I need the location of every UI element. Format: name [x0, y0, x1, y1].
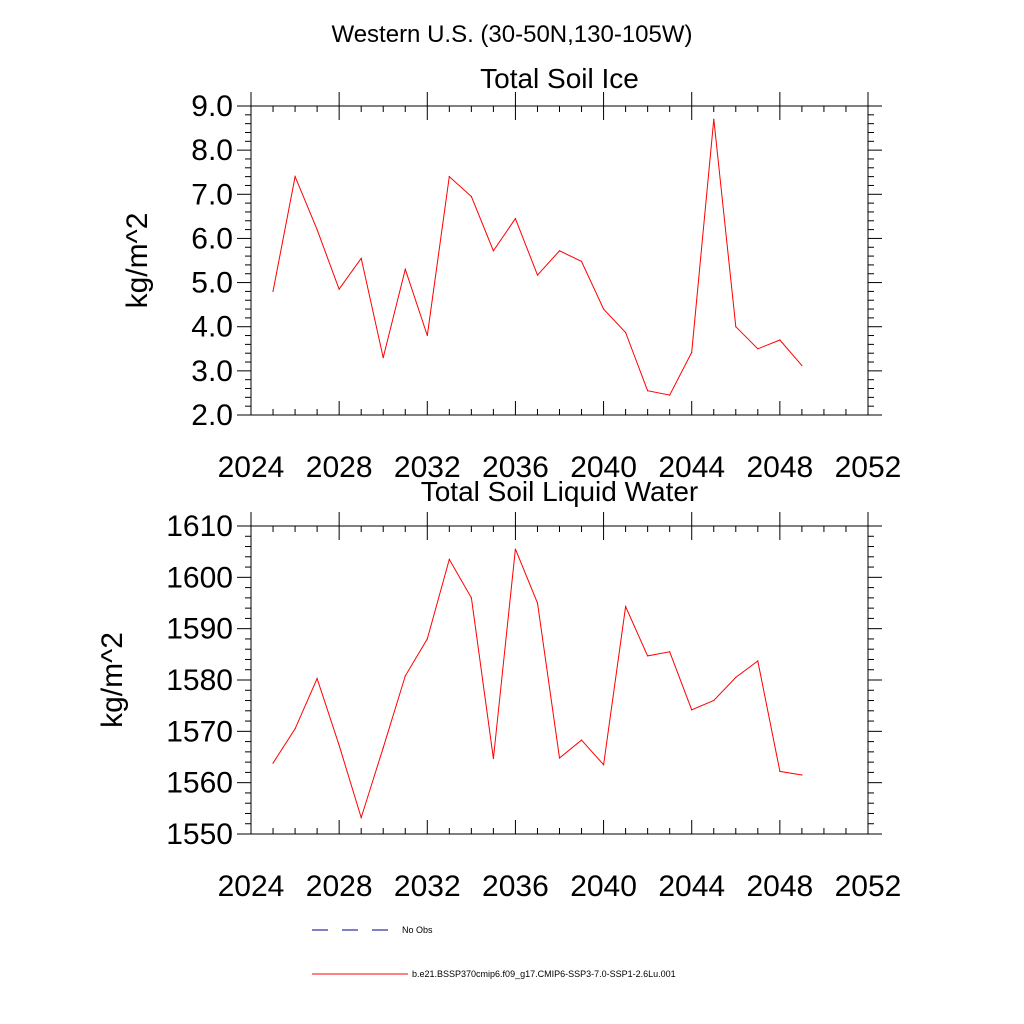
data-point	[272, 290, 274, 292]
y-tick-label: 1590	[166, 613, 233, 646]
data-point	[735, 676, 737, 679]
y-tick-label: 8.0	[191, 134, 233, 167]
data-point	[316, 229, 318, 231]
x-tick-label: 2024	[218, 870, 285, 903]
data-point	[426, 334, 428, 337]
x-tick-label: 2036	[482, 870, 549, 903]
data-point	[691, 351, 693, 353]
data-point	[360, 257, 362, 259]
data-point	[801, 774, 803, 776]
x-tick-label: 2032	[394, 870, 461, 903]
x-tick-label: 2044	[658, 451, 725, 484]
data-point	[426, 638, 428, 640]
y-tick-label: 1600	[166, 561, 233, 594]
data-point	[536, 602, 539, 604]
data-point	[580, 260, 583, 262]
data-point	[448, 558, 450, 560]
data-point	[536, 274, 539, 276]
data-point	[470, 195, 472, 198]
legend-label-model-run: b.e21.BSSP370cmip6.f09_g17.CMIP6-SSP3-7.…	[412, 969, 676, 979]
data-point	[779, 339, 781, 341]
x-tick-label: 2032	[394, 451, 461, 484]
data-point	[580, 739, 583, 741]
data-point	[647, 390, 649, 392]
x-tick-label: 2036	[482, 451, 549, 484]
x-tick-label: 2048	[746, 870, 813, 903]
data-point	[779, 770, 781, 772]
data-point	[713, 699, 715, 702]
y-tick-label: 1550	[166, 818, 233, 851]
data-point	[294, 176, 296, 178]
data-point	[691, 709, 693, 711]
y-tick-label: 6.0	[191, 222, 233, 255]
data-point	[602, 764, 605, 766]
panel-title: Total Soil Liquid Water	[421, 476, 699, 507]
plot-frame	[250, 525, 869, 835]
data-point	[558, 757, 561, 759]
data-point	[625, 331, 627, 334]
x-tick-label: 2024	[218, 451, 285, 484]
x-tick-label: 2052	[835, 870, 902, 903]
y-tick-label: 4.0	[191, 311, 233, 344]
data-point	[669, 651, 671, 653]
x-tick-label: 2044	[658, 870, 725, 903]
legend-label-no-obs: No Obs	[402, 925, 433, 935]
y-tick-label: 9.0	[191, 90, 233, 123]
data-point	[514, 548, 517, 550]
data-point	[404, 675, 406, 677]
data-point	[360, 816, 362, 819]
plot-frame	[250, 105, 869, 416]
data-point	[514, 217, 517, 220]
data-point	[382, 747, 384, 749]
data-point	[757, 660, 759, 662]
data-point	[735, 326, 737, 328]
panel-total-soil-ice: Total Soil Ice kg/m^2 2024 2028 2032 2036 2040…	[121, 63, 901, 484]
data-point	[625, 605, 627, 608]
data-point	[669, 394, 671, 396]
x-tick-label: 2052	[835, 451, 902, 484]
data-point	[713, 118, 715, 120]
data-point	[558, 250, 561, 252]
x-tick-label: 2048	[746, 451, 813, 484]
data-point	[294, 728, 296, 730]
series-line	[272, 119, 803, 396]
x-tick-label: 2028	[306, 451, 373, 484]
x-tick-label: 2028	[306, 870, 373, 903]
data-point	[338, 288, 340, 290]
data-point	[470, 597, 472, 599]
y-tick-label: 2.0	[191, 399, 233, 432]
figure-title: Western U.S. (30-50N,130-105W)	[331, 21, 692, 48]
y-axis-label: kg/m^2	[121, 213, 154, 309]
y-axis-label: kg/m^2	[96, 632, 129, 728]
y-tick-label: 1570	[166, 715, 233, 748]
y-tick-label: 1560	[166, 767, 233, 800]
y-tick-label: 5.0	[191, 267, 233, 300]
x-tick-label: 2040	[570, 451, 637, 484]
data-point	[316, 677, 318, 680]
data-point	[492, 757, 494, 760]
data-point	[404, 268, 406, 270]
data-point	[382, 357, 384, 359]
y-tick-label: 3.0	[191, 355, 233, 388]
y-tick-label: 1610	[166, 510, 233, 543]
data-point	[757, 348, 759, 350]
x-tick-label: 2040	[570, 870, 637, 903]
data-point	[801, 364, 803, 367]
series-line	[272, 548, 802, 820]
data-point	[272, 762, 274, 764]
y-tick-label: 7.0	[191, 178, 233, 211]
panel-title: Total Soil Ice	[480, 63, 639, 94]
data-point	[492, 250, 494, 252]
data-point	[647, 655, 649, 657]
panel-total-soil-liquid-water: Total Soil Liquid Water kg/m^2 2024 2028 203…	[96, 476, 901, 903]
data-point	[338, 744, 340, 746]
data-point	[602, 308, 605, 310]
legend: No Obs b.e21.BSSP370cmip6.f09_g17.CMIP6-…	[312, 925, 676, 979]
data-point	[448, 176, 450, 178]
y-tick-label: 1580	[166, 664, 233, 697]
